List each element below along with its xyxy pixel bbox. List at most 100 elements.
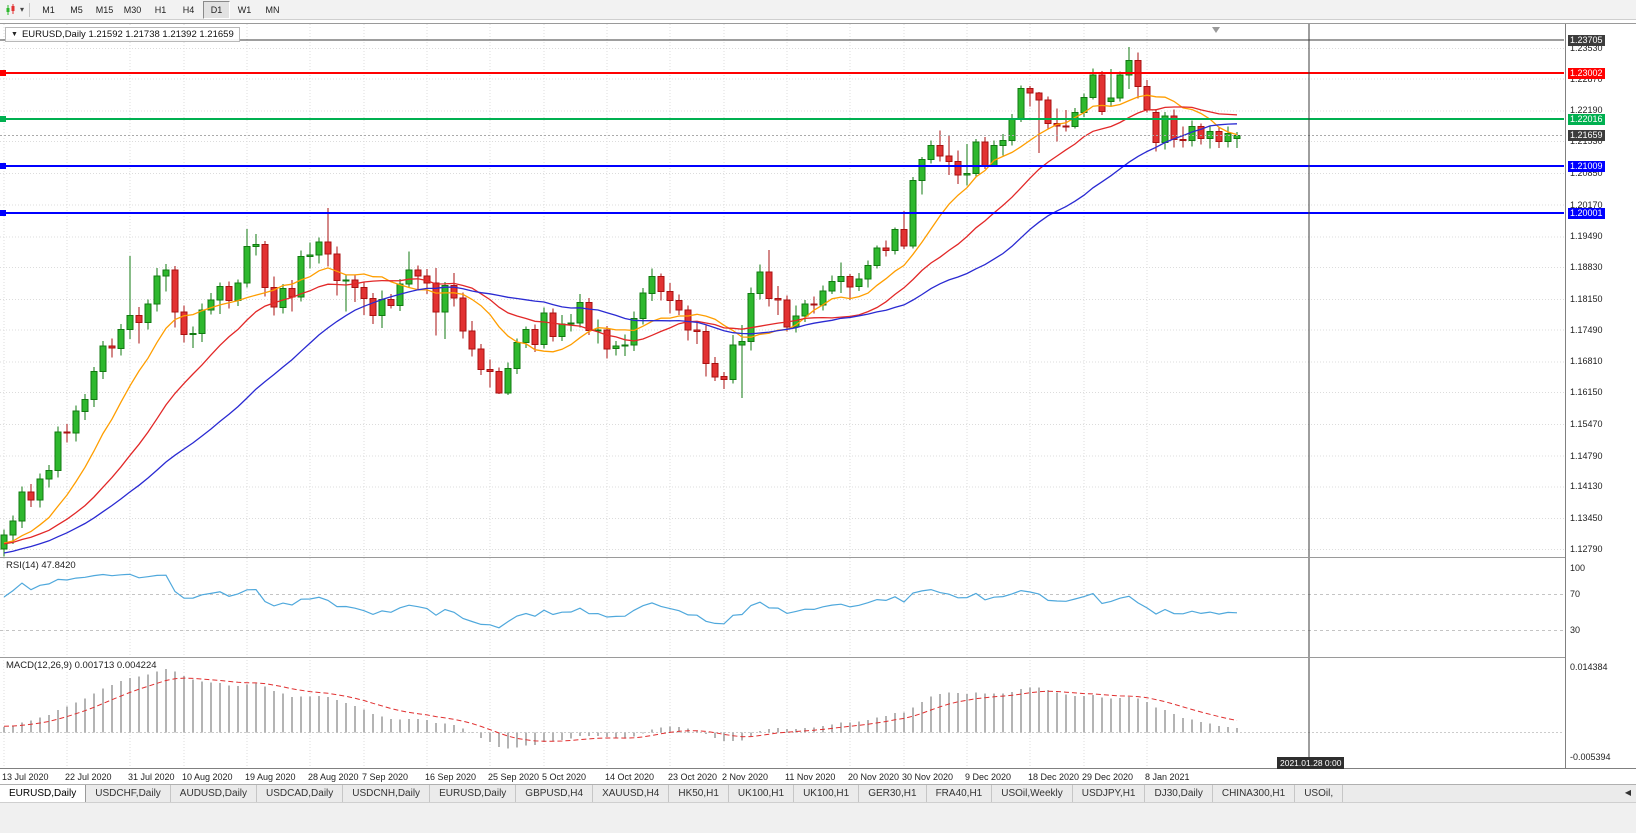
chart-tab-ger30-h1[interactable]: GER30,H1: [859, 785, 927, 802]
time-axis-label: 19 Aug 2020: [245, 772, 296, 782]
price-axis-label: 1.22190: [1570, 105, 1603, 116]
timeframe-button-m5[interactable]: M5: [70, 4, 83, 15]
time-axis-label: 28 Aug 2020: [308, 772, 359, 782]
timeframe-buttons: M1 M5 M15 M30 H1 H4 D1 W1 MN: [35, 0, 287, 19]
time-axis-label: 16 Sep 2020: [425, 772, 477, 782]
time-axis-label: 18 Dec 2020: [1028, 772, 1080, 782]
time-axis-label: 31 Jul 2020: [128, 772, 175, 782]
price-axis-label: 100: [1570, 562, 1586, 573]
price-axis-flag: 1.21659: [1568, 130, 1605, 142]
price-axis-label: -0.005394: [1570, 751, 1611, 762]
status-bar: [0, 802, 1636, 833]
candlestick-chart-icon[interactable]: [3, 3, 19, 17]
chart-type-dropdown-caret-icon[interactable]: ▾: [20, 5, 25, 14]
time-axis-label: 11 Nov 2020: [785, 772, 836, 782]
price-axis-label: 1.18830: [1570, 262, 1603, 273]
chart-shift-marker-icon: [1212, 27, 1220, 33]
timeframe-button-d1[interactable]: D1: [203, 0, 231, 19]
chart-tab-fra40-h1[interactable]: FRA40,H1: [926, 785, 993, 802]
panel-separator-main-rsi[interactable]: [0, 557, 1636, 558]
price-axis-label: 70: [1570, 589, 1581, 600]
chart-tab-usoil-weekly[interactable]: USOil,Weekly: [992, 785, 1073, 802]
price-axis[interactable]: 1.23530 1.22870 1.22190 1.21530 1.20850 1.201…: [1565, 24, 1636, 768]
ohlc-text: EURUSD,Daily 1.21592 1.21738 1.21392 1.2…: [21, 29, 234, 40]
price-axis-label: 1.19490: [1570, 231, 1603, 242]
candles: [0, 46, 1241, 557]
chart-tab-uk100-h1[interactable]: UK100,H1: [794, 785, 860, 802]
chart-tab-uk100-h1[interactable]: UK100,H1: [728, 785, 795, 802]
time-axis-label: 5 Oct 2020: [542, 772, 587, 782]
chart-ohlc-header: ▼ EURUSD,Daily 1.21592 1.21738 1.21392 1…: [5, 27, 240, 42]
chart-tab-usdjpy-h1[interactable]: USDJPY,H1: [1072, 785, 1146, 802]
chart-tab-usdcnh-daily[interactable]: USDCNH,Daily: [343, 785, 431, 802]
chart-tab-china300-h1[interactable]: CHINA300,H1: [1212, 785, 1296, 802]
chart-frame-border: [0, 23, 1636, 24]
time-axis-label: 13 Jul 2020: [2, 772, 49, 782]
time-axis-label: 2 Nov 2020: [722, 772, 769, 782]
ma-line-fast: [3, 94, 1238, 544]
time-axis-label: 30 Nov 2020: [902, 772, 954, 782]
ma-line-medium: [3, 106, 1238, 545]
chart-tab-usoil[interactable]: USOil,: [1295, 785, 1344, 802]
timeframe-button-w1[interactable]: W1: [237, 4, 252, 15]
timeframe-button-h1[interactable]: H1: [154, 4, 167, 15]
chart-tab-hk50-h1[interactable]: HK50,H1: [669, 785, 729, 802]
hline-handle: [0, 70, 6, 76]
rsi-line: [3, 573, 1238, 629]
chart-tabbar: EURUSD,Daily USDCHF,Daily AUDUSD,Daily USDC…: [0, 784, 1636, 802]
time-axis-label: 9 Dec 2020: [965, 772, 1012, 782]
price-axis-flag: 1.22016: [1568, 113, 1605, 125]
price-axis-label: 1.16810: [1570, 356, 1603, 367]
tab-scroll-left-icon[interactable]: ◀: [1620, 785, 1636, 801]
chart-canvas[interactable]: [0, 24, 1565, 768]
chart-tab-xauusd-h4[interactable]: XAUUSD,H4: [593, 785, 670, 802]
macd-signal-line: [3, 677, 1238, 742]
price-axis-flag: 1.20001: [1568, 207, 1605, 219]
panel-separator-rsi-macd[interactable]: [0, 657, 1636, 658]
chart-tab-audusd-daily[interactable]: AUDUSD,Daily: [170, 785, 258, 802]
macd-header: MACD(12,26,9) 0.001713 0.004224: [4, 660, 159, 671]
price-axis-label: 1.21530: [1570, 136, 1603, 147]
symbol-dropdown-icon[interactable]: ▼: [11, 31, 18, 38]
timeframe-button-mn[interactable]: MN: [265, 4, 280, 15]
price-axis-label: 1.14790: [1570, 450, 1603, 461]
chart-tab-usdcad-daily[interactable]: USDCAD,Daily: [257, 785, 344, 802]
time-axis-label: 29 Dec 2020: [1082, 772, 1134, 782]
time-axis-label: 22 Jul 2020: [65, 772, 112, 782]
time-axis-label: 20 Nov 2020: [848, 772, 900, 782]
chart-tab-usdchf-daily[interactable]: USDCHF,Daily: [86, 785, 171, 802]
timeframe-button-m1[interactable]: M1: [42, 4, 55, 15]
hline-handle: [0, 209, 6, 216]
price-axis-label: 1.13450: [1570, 513, 1603, 523]
price-axis-label: 30: [1570, 624, 1581, 635]
time-axis-label: 25 Sep 2020: [488, 772, 540, 782]
price-axis-flag: 1.23002: [1568, 67, 1605, 79]
price-axis-label: 1.17490: [1570, 324, 1603, 335]
time-axis-label: 23 Oct 2020: [668, 772, 718, 782]
toolbar-separator: [29, 2, 31, 17]
chart-tab-dj30-daily[interactable]: DJ30,Daily: [1145, 785, 1213, 802]
chart-tabs: EURUSD,Daily USDCHF,Daily AUDUSD,Daily USDC…: [0, 785, 1344, 802]
price-axis-label: 1.12790: [1570, 543, 1603, 554]
chart-tab-eurusd-daily[interactable]: EURUSD,Daily: [430, 785, 517, 802]
price-axis-label: 1.15470: [1570, 418, 1603, 429]
price-axis-label: 1.18150: [1570, 293, 1603, 304]
vline-date-label: 2021.01.28 0:00: [1277, 757, 1345, 769]
price-axis-flag: 1.23705: [1568, 34, 1605, 46]
time-axis-label: 8 Jan 2021: [1145, 772, 1190, 782]
price-axis-label: 1.22870: [1570, 73, 1603, 84]
chart-tab-gbpusd-h4[interactable]: GBPUSD,H4: [516, 785, 594, 802]
timeframe-toolbar: ▾ M1 M5 M15 M30 H1 H4 D1 W1 MN: [0, 0, 1636, 20]
timeframe-button-h4[interactable]: H4: [182, 4, 195, 15]
price-axis-label: 0.014384: [1570, 661, 1608, 672]
timeframe-button-m30[interactable]: M30: [123, 4, 142, 15]
price-axis-flag: 1.21009: [1568, 160, 1605, 172]
price-axis-label: 1.14130: [1570, 481, 1603, 492]
timeframe-button-m15[interactable]: M15: [95, 4, 114, 15]
chart-tab-eurusd-daily[interactable]: EURUSD,Daily: [0, 785, 87, 802]
time-axis[interactable]: 13 Jul 2020 22 Jul 2020 31 Jul 2020 10 Aug …: [0, 768, 1636, 784]
macd-histogram: [3, 669, 1238, 749]
rsi-header: RSI(14) 47.8420: [4, 560, 78, 571]
time-axis-label: 14 Oct 2020: [605, 772, 655, 782]
